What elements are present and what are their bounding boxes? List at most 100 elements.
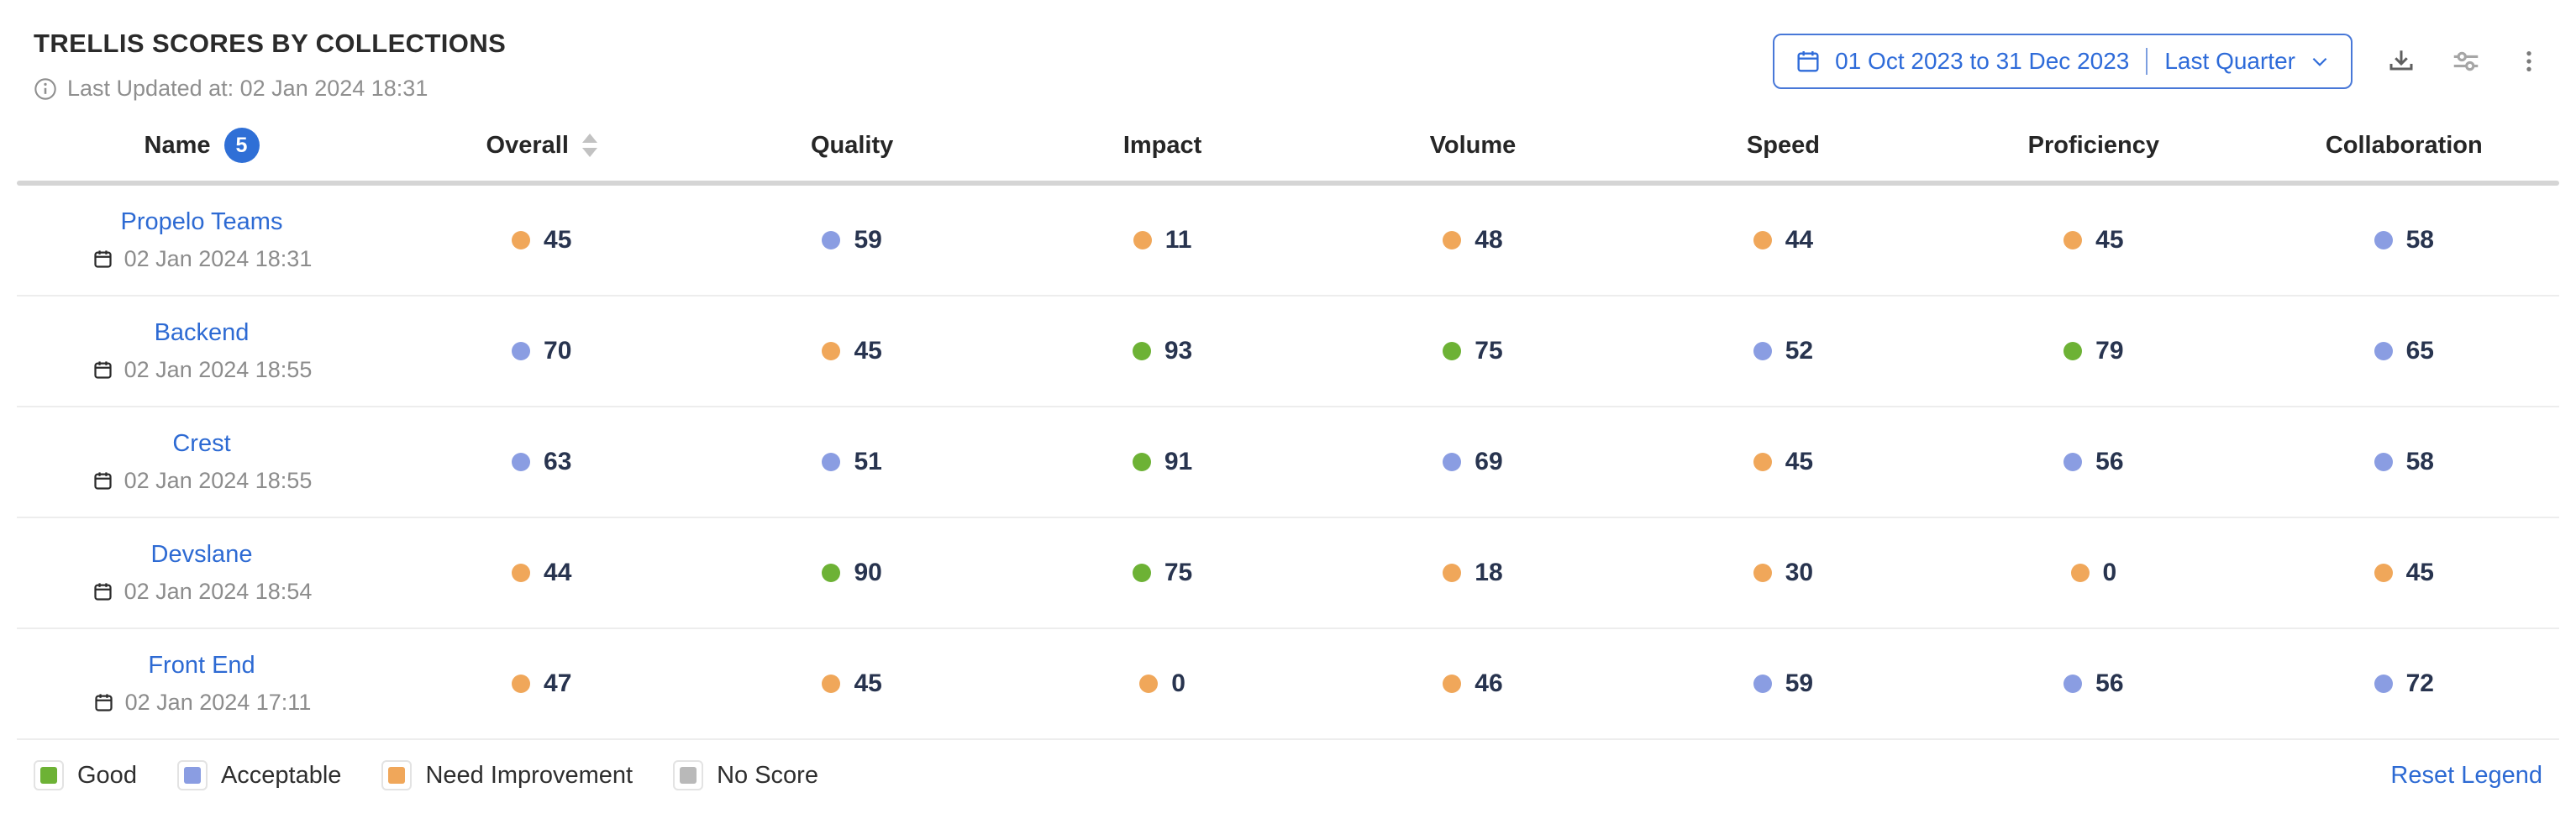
filter-settings-button[interactable] [2450,45,2482,77]
score-cell: 45 [386,226,697,255]
score-dot-acceptable [2063,675,2083,693]
score-value: 56 [2095,669,2124,697]
info-icon [34,77,56,100]
legend-label: Acceptable [220,761,342,789]
sliders-icon [2453,51,2479,71]
score-value: 59 [1785,669,1814,697]
legend-item-need-improvement[interactable]: Need Improvement [381,760,633,790]
legend-item-good[interactable]: Good [34,760,137,790]
table-row: Propelo Teams 02 Jan 2024 18:31 45 59 11 48 44… [17,186,2559,297]
date-range-picker[interactable]: 01 Oct 2023 to 31 Dec 2023 Last Quarter [1773,34,2353,89]
score-value: 44 [1785,226,1814,254]
score-dot-need_improvement [1443,675,1462,693]
collection-link[interactable]: Crest [172,430,231,457]
pill-divider [2146,48,2148,75]
collection-link[interactable]: Front End [148,652,255,679]
calendar-icon [94,361,112,379]
legend-label: Good [77,761,137,789]
score-dot-need_improvement [1443,564,1462,582]
score-value: 45 [2095,226,2124,254]
score-cell: 45 [1628,448,1938,476]
score-cell: 69 [1317,448,1627,476]
score-cell: 75 [1317,337,1627,365]
legend-item-no-score[interactable]: No Score [673,760,818,790]
score-dot-good [1132,564,1151,582]
score-dot-need_improvement [2070,564,2090,582]
score-value: 18 [1475,559,1503,586]
name-cell: Devslane 02 Jan 2024 18:54 [17,541,386,605]
score-dot-acceptable [2374,342,2393,360]
score-value: 0 [1171,669,1185,697]
calendar-icon [94,583,112,601]
row-updated-text: 02 Jan 2024 17:11 [124,690,312,715]
score-value: 44 [544,559,572,586]
score-cell: 79 [1938,337,2248,365]
row-count-badge: 5 [223,128,260,163]
table-row: Devslane 02 Jan 2024 18:54 44 90 75 18 30 0 45 [17,518,2559,629]
collection-link[interactable]: Devslane [150,541,253,568]
collection-link[interactable]: Propelo Teams [120,208,283,235]
more-options-button[interactable] [2516,48,2542,75]
sort-icon[interactable] [581,134,597,157]
table-row: Crest 02 Jan 2024 18:55 63 51 91 69 45 56 58 [17,407,2559,518]
score-value: 58 [2405,448,2434,475]
score-cell: 91 [1007,448,1317,476]
row-updated: 02 Jan 2024 17:11 [92,690,312,716]
score-dot-need_improvement [1139,675,1159,693]
score-dot-need_improvement [512,564,531,582]
score-value: 30 [1785,559,1814,586]
chevron-down-icon [2312,57,2327,66]
score-value: 52 [1785,337,1814,365]
score-value: 90 [854,559,882,586]
score-cell: 90 [697,559,1007,587]
calendar-icon [94,250,112,268]
score-dot-acceptable [512,453,531,471]
table-body: Propelo Teams 02 Jan 2024 18:31 45 59 11 48 44… [17,186,2559,740]
column-label: Name [144,131,211,159]
score-dot-acceptable [2063,453,2083,471]
download-button[interactable] [2386,46,2416,76]
calendar-icon [94,472,112,490]
legend-item-acceptable[interactable]: Acceptable [176,760,342,790]
score-cell: 56 [1938,669,2248,698]
acceptable-swatch-icon [176,760,208,790]
last-updated-text: Last Updated at: 02 Jan 2024 18:31 [67,76,428,101]
score-cell: 11 [1007,226,1317,255]
score-dot-acceptable [2374,231,2393,249]
score-dot-acceptable [1753,675,1772,693]
score-cell: 70 [386,337,697,365]
score-value: 75 [1475,337,1503,365]
widget-header: TRELLIS SCORES BY COLLECTIONS Last Updat… [0,0,2576,102]
legend-label: Need Improvement [425,761,633,789]
score-cell: 45 [697,669,1007,698]
score-dot-acceptable [822,453,841,471]
score-dot-acceptable [512,342,531,360]
kebab-menu-icon [2526,51,2531,71]
download-icon [2389,50,2413,71]
score-value: 63 [544,448,572,475]
score-value: 91 [1164,448,1193,475]
row-updated: 02 Jan 2024 18:54 [92,579,312,605]
score-dot-good [2063,342,2083,360]
score-cell: 44 [386,559,697,587]
score-dot-need_improvement [512,231,531,249]
reset-legend-link[interactable]: Reset Legend [2390,761,2542,789]
score-value: 45 [2405,559,2434,586]
score-value: 51 [854,448,882,475]
score-cell: 0 [1007,669,1317,698]
score-dot-good [1443,342,1462,360]
score-cell: 58 [2249,226,2559,255]
score-value: 47 [544,669,572,697]
need-improvement-swatch-icon [381,760,413,790]
score-value: 59 [854,226,882,254]
column-header-overall[interactable]: Overall [386,132,697,160]
score-cell: 46 [1317,669,1627,698]
score-dot-good [1132,342,1151,360]
legend-label: No Score [717,761,818,789]
score-value: 56 [2095,448,2124,475]
date-range-text: 01 Oct 2023 to 31 Dec 2023 [1835,48,2130,74]
score-cell: 18 [1317,559,1627,587]
score-cell: 59 [697,226,1007,255]
collection-link[interactable]: Backend [154,319,250,346]
